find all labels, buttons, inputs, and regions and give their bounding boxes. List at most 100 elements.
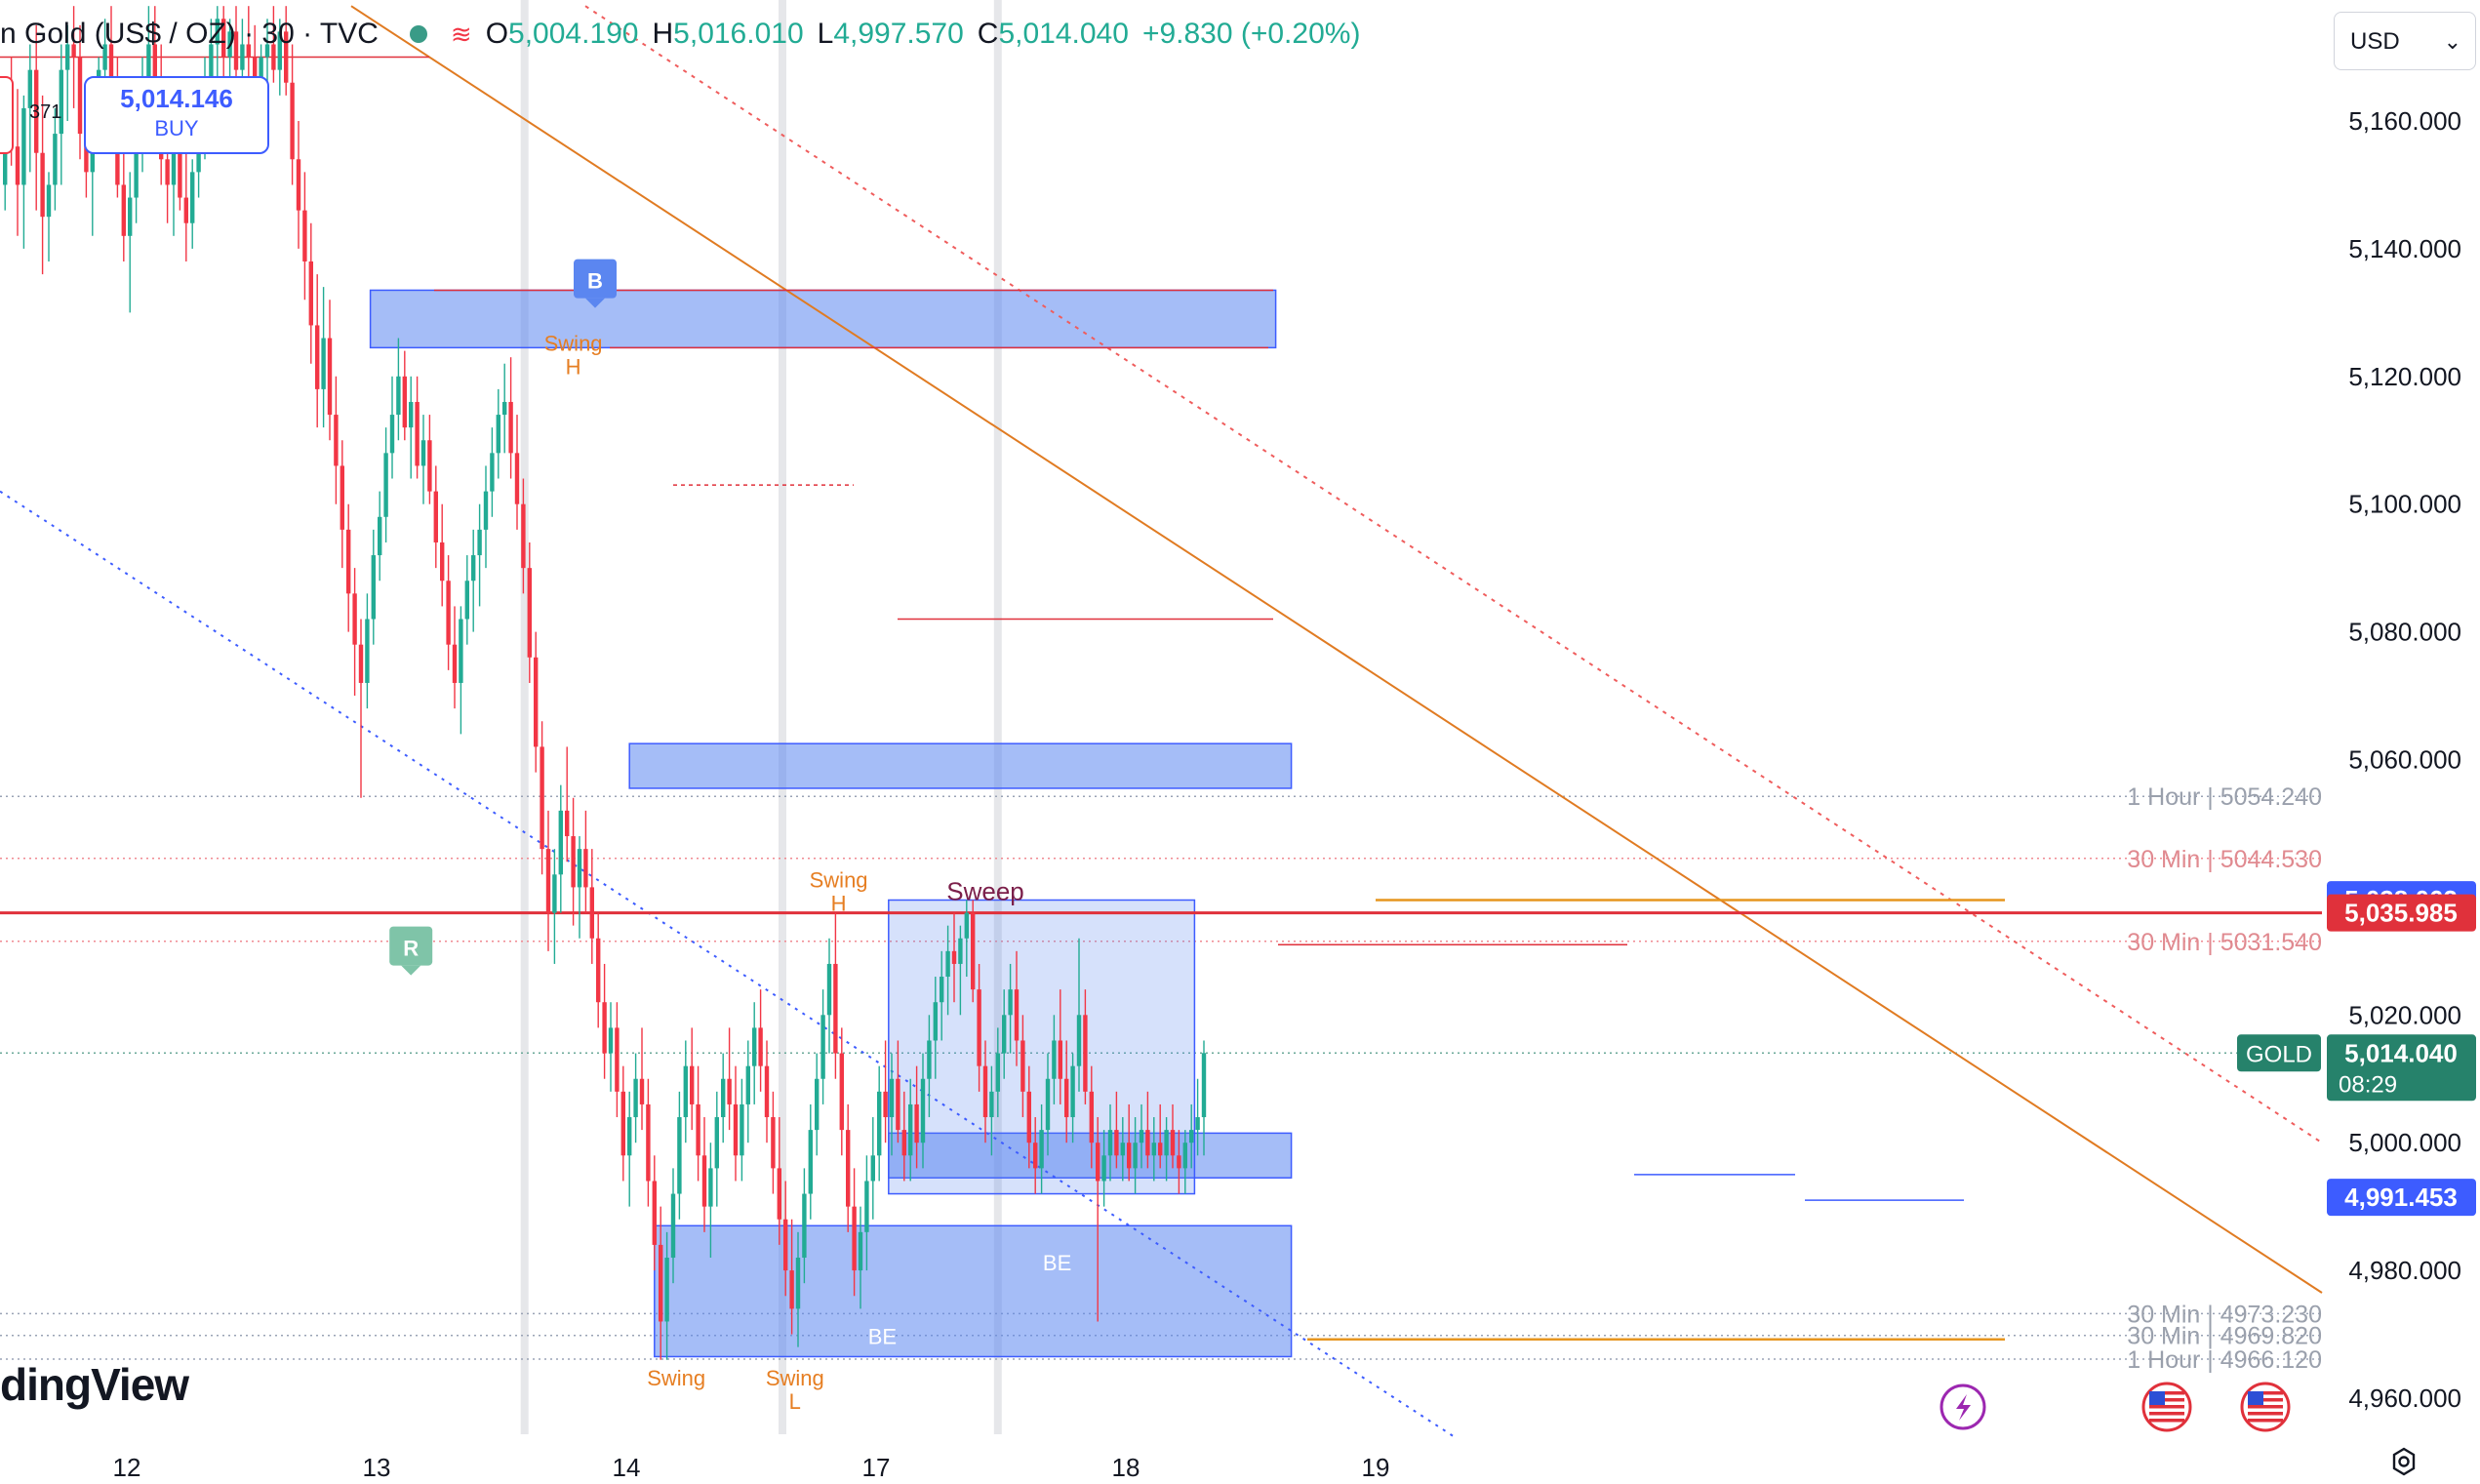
candle xyxy=(440,541,445,582)
candle xyxy=(402,376,407,428)
candle xyxy=(452,644,458,683)
candle xyxy=(558,810,563,875)
candle xyxy=(608,1027,614,1054)
candle xyxy=(670,1193,676,1259)
candle xyxy=(190,172,195,223)
market-status-icon xyxy=(409,25,427,43)
currency-selector[interactable]: USD ⌄ xyxy=(2334,12,2476,70)
settings-gear-icon[interactable] xyxy=(2388,1446,2420,1477)
candle xyxy=(409,401,414,428)
candle xyxy=(477,529,482,556)
candle xyxy=(420,440,426,466)
candle xyxy=(820,1015,825,1079)
candle xyxy=(27,69,32,108)
y-tick-label: 5,160.000 xyxy=(2348,106,2461,136)
tradingview-logo: dingView xyxy=(0,1359,189,1410)
candle xyxy=(1058,1040,1062,1079)
x-tick-label: 17 xyxy=(862,1453,891,1482)
flag-stripe xyxy=(2149,1391,2184,1395)
session-break xyxy=(993,0,1002,1434)
y-tick-label: 4,980.000 xyxy=(2348,1256,2461,1285)
level-label: 30 Min | 4973.230 xyxy=(2127,1301,2322,1328)
candle xyxy=(490,453,495,492)
candle xyxy=(1039,1130,1044,1169)
spread-value: 371 xyxy=(29,101,62,123)
signal-badge-pointer xyxy=(585,298,605,308)
session-break xyxy=(520,0,529,1434)
price-label-text: 4,991.453 xyxy=(2344,1183,2458,1212)
signal-badge-pointer xyxy=(401,965,421,976)
sell-button[interactable] xyxy=(0,76,14,154)
candle xyxy=(908,1103,913,1156)
change-value: +9.830 (+0.20%) xyxy=(1141,18,1361,50)
y-tick-label: 4,960.000 xyxy=(2348,1384,2461,1413)
price-label-countdown: 08:29 xyxy=(2339,1071,2397,1098)
candle xyxy=(795,1258,801,1309)
candle xyxy=(134,146,139,198)
candle xyxy=(690,1065,695,1104)
candle xyxy=(1002,1015,1007,1054)
candle xyxy=(277,31,282,70)
signal-badge xyxy=(574,259,617,299)
candle xyxy=(740,1103,744,1156)
candle xyxy=(365,619,370,683)
flag-stripe xyxy=(2248,1405,2283,1409)
candle xyxy=(958,938,963,964)
candle xyxy=(727,1078,732,1104)
candle xyxy=(84,134,89,173)
y-tick-label: 5,060.000 xyxy=(2348,745,2461,775)
candle xyxy=(483,491,489,530)
chart-marker-label: Swing xyxy=(766,1366,824,1390)
candle xyxy=(59,69,63,135)
candle xyxy=(371,555,376,620)
candle xyxy=(264,44,270,58)
lightning-bolt xyxy=(1956,1394,1971,1421)
level-label: 30 Min | 5031.540 xyxy=(2127,929,2322,956)
price-label-text: 5,014.040 xyxy=(2344,1038,2458,1067)
candle xyxy=(1070,1065,1075,1118)
candle xyxy=(951,950,957,964)
candle xyxy=(1127,1143,1132,1169)
candle xyxy=(870,1155,875,1182)
candle xyxy=(146,44,151,83)
candle xyxy=(352,593,357,645)
candle xyxy=(46,184,52,218)
flag-stripe xyxy=(2248,1412,2283,1416)
candle xyxy=(945,950,950,978)
flag-stripe xyxy=(2149,1412,2184,1416)
candle xyxy=(1201,1053,1207,1118)
candle xyxy=(327,338,333,416)
candle xyxy=(415,401,420,466)
candle xyxy=(1139,1130,1144,1143)
candle xyxy=(152,44,157,83)
candle xyxy=(752,1027,757,1066)
buy-price: 5,014.146 xyxy=(120,84,233,113)
candle xyxy=(646,1103,651,1182)
candle xyxy=(764,1065,770,1118)
buy-label: BUY xyxy=(154,116,199,140)
symbol-title[interactable]: n Gold (US$ / OZ) · 30 · TVC xyxy=(0,18,379,50)
candle xyxy=(433,491,438,542)
supply-demand-zone xyxy=(628,742,1293,789)
candle xyxy=(496,415,500,454)
chart-marker-sublabel: L xyxy=(789,1389,801,1414)
candle xyxy=(589,887,594,939)
lightning-icon xyxy=(1940,1384,1986,1430)
candle xyxy=(927,1040,932,1079)
candle xyxy=(846,1130,851,1207)
low-value: L4,997.570 xyxy=(817,18,964,50)
candle xyxy=(977,989,981,1066)
buy-button[interactable]: 5,014.146 BUY xyxy=(84,76,269,154)
candle xyxy=(171,146,177,185)
candle xyxy=(896,1078,900,1131)
symbol-header: n Gold (US$ / OZ) · 30 · TVC ≋ O5,004.19… xyxy=(0,18,1360,51)
candle xyxy=(53,134,58,185)
candle xyxy=(21,107,26,185)
y-tick-label: 5,120.000 xyxy=(2348,362,2461,391)
x-tick-label: 13 xyxy=(363,1453,391,1482)
candle xyxy=(464,581,469,620)
candle xyxy=(777,1168,781,1220)
candle xyxy=(1101,1155,1106,1182)
candle xyxy=(284,31,289,83)
